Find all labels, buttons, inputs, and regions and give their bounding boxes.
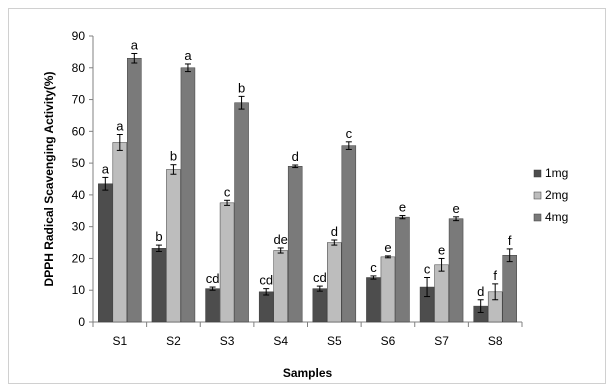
significance-label: e <box>399 200 406 215</box>
bar-2mg-S1 <box>112 142 128 323</box>
significance-label: cd <box>313 270 327 285</box>
bar-1mg-S2 <box>151 248 167 323</box>
x-tick-label: S5 <box>327 334 342 348</box>
legend-label: 2mg <box>545 188 568 202</box>
x-tick-label: S2 <box>166 334 181 348</box>
bar-4mg-S6 <box>395 216 410 323</box>
y-axis-label: DPPH Radical Scavenging Activity(%) <box>42 72 56 287</box>
bar-1mg-S6 <box>366 277 381 323</box>
significance-label: d <box>292 149 299 164</box>
legend: 1mg 2mg 4mg <box>533 166 568 224</box>
significance-label: f <box>508 233 512 248</box>
significance-label: f <box>493 268 497 283</box>
significance-label: d <box>477 284 484 299</box>
y-tick-label: 20 <box>72 251 86 265</box>
significance-label: c <box>224 184 231 199</box>
bar-4mg-S5 <box>341 145 357 323</box>
bar-4mg-S4 <box>287 166 303 323</box>
significance-label: a <box>184 48 192 63</box>
significance-label: c <box>370 260 377 275</box>
bar-2mg-S3 <box>219 202 235 323</box>
bar-4mg-S2 <box>180 67 196 323</box>
bar-2mg-S7 <box>434 264 449 323</box>
bar-2mg-S5 <box>327 242 342 323</box>
y-tick-label: 90 <box>72 29 86 43</box>
x-axis-label: Samples <box>283 366 333 380</box>
bar-4mg-S8 <box>502 255 517 323</box>
x-axis: S1 S2 S3 S4 S5 S6 S7 S8 <box>92 321 523 348</box>
bar-2mg-S2 <box>166 169 181 323</box>
y-tick-label: 10 <box>72 283 86 297</box>
significance-label: a <box>102 161 110 176</box>
significance-label: b <box>170 149 177 164</box>
significance-label: e <box>438 242 445 257</box>
significance-label: de <box>273 232 287 247</box>
y-tick-label: 50 <box>72 156 86 170</box>
bar-2mg-S4 <box>273 250 288 323</box>
legend-swatch-2mg <box>533 191 542 200</box>
significance-label: b <box>155 229 162 244</box>
significance-label: c <box>346 126 353 141</box>
significance-label: e <box>384 240 391 255</box>
significance-label: a <box>131 37 139 52</box>
bar-4mg-S7 <box>448 218 464 323</box>
significance-label: a <box>116 119 124 134</box>
significance-label: c <box>424 262 431 277</box>
y-tick-label: 0 <box>78 315 85 329</box>
significance-label: b <box>238 80 245 95</box>
legend-label: 1mg <box>545 166 568 180</box>
x-tick-label: S6 <box>381 334 396 348</box>
y-axis: 0 10 20 30 40 50 60 70 80 90 <box>72 29 94 329</box>
bar-4mg-S3 <box>234 102 249 323</box>
bar-2mg-S6 <box>380 256 396 323</box>
legend-swatch-1mg <box>533 169 542 178</box>
y-tick-label: 30 <box>72 220 86 234</box>
x-tick-label: S1 <box>112 334 127 348</box>
significance-label: e <box>452 201 459 216</box>
x-tick-label: S7 <box>434 334 449 348</box>
y-tick-label: 80 <box>72 61 86 75</box>
significance-label: cd <box>206 271 220 286</box>
bar-4mg-S1 <box>127 57 142 323</box>
legend-swatch-4mg <box>533 213 542 222</box>
legend-label: 4mg <box>545 210 568 224</box>
bar-1mg-S1 <box>98 183 113 323</box>
y-tick-label: 40 <box>72 188 86 202</box>
bar-1mg-S4 <box>258 291 274 323</box>
significance-label: d <box>331 224 338 239</box>
x-tick-label: S3 <box>220 334 235 348</box>
bar-1mg-S5 <box>312 288 328 323</box>
y-tick-label: 60 <box>72 124 86 138</box>
x-tick-label: S4 <box>273 334 288 348</box>
bar-1mg-S3 <box>205 288 220 323</box>
significance-label: cd <box>259 273 273 288</box>
y-tick-label: 70 <box>72 93 86 107</box>
x-tick-label: S8 <box>488 334 503 348</box>
